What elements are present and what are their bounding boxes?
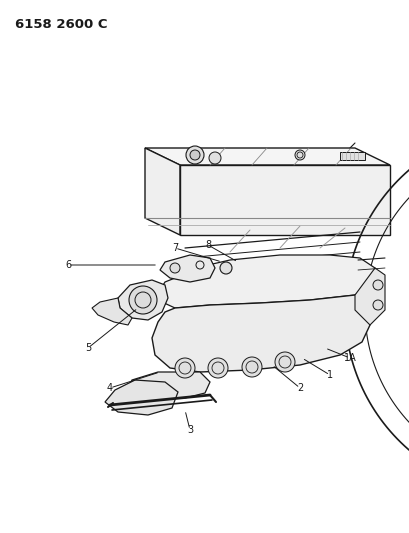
Polygon shape: [339, 152, 364, 160]
Text: 6: 6: [65, 260, 71, 270]
Polygon shape: [160, 255, 214, 282]
Text: 1A: 1A: [343, 353, 355, 363]
Polygon shape: [160, 255, 374, 308]
Circle shape: [209, 152, 220, 164]
Text: 1: 1: [326, 370, 332, 380]
Text: 3: 3: [187, 425, 193, 435]
Circle shape: [207, 358, 227, 378]
Circle shape: [186, 146, 204, 164]
Polygon shape: [152, 295, 369, 372]
Text: 2: 2: [296, 383, 302, 393]
Circle shape: [274, 352, 294, 372]
Circle shape: [220, 262, 231, 274]
Text: 4: 4: [107, 383, 113, 393]
Polygon shape: [128, 372, 209, 398]
Text: 8: 8: [204, 240, 211, 250]
Polygon shape: [145, 148, 180, 235]
Circle shape: [175, 358, 195, 378]
Polygon shape: [145, 148, 389, 165]
Polygon shape: [105, 380, 178, 415]
Polygon shape: [354, 268, 384, 325]
Circle shape: [129, 286, 157, 314]
Polygon shape: [118, 280, 168, 320]
Circle shape: [241, 357, 261, 377]
Text: 7: 7: [171, 243, 178, 253]
Circle shape: [170, 263, 180, 273]
Polygon shape: [92, 298, 132, 325]
Circle shape: [294, 150, 304, 160]
Circle shape: [372, 300, 382, 310]
Circle shape: [372, 280, 382, 290]
Polygon shape: [180, 165, 389, 235]
Text: 5: 5: [85, 343, 91, 353]
Text: 6158 2600 C: 6158 2600 C: [15, 18, 107, 31]
Circle shape: [189, 150, 200, 160]
